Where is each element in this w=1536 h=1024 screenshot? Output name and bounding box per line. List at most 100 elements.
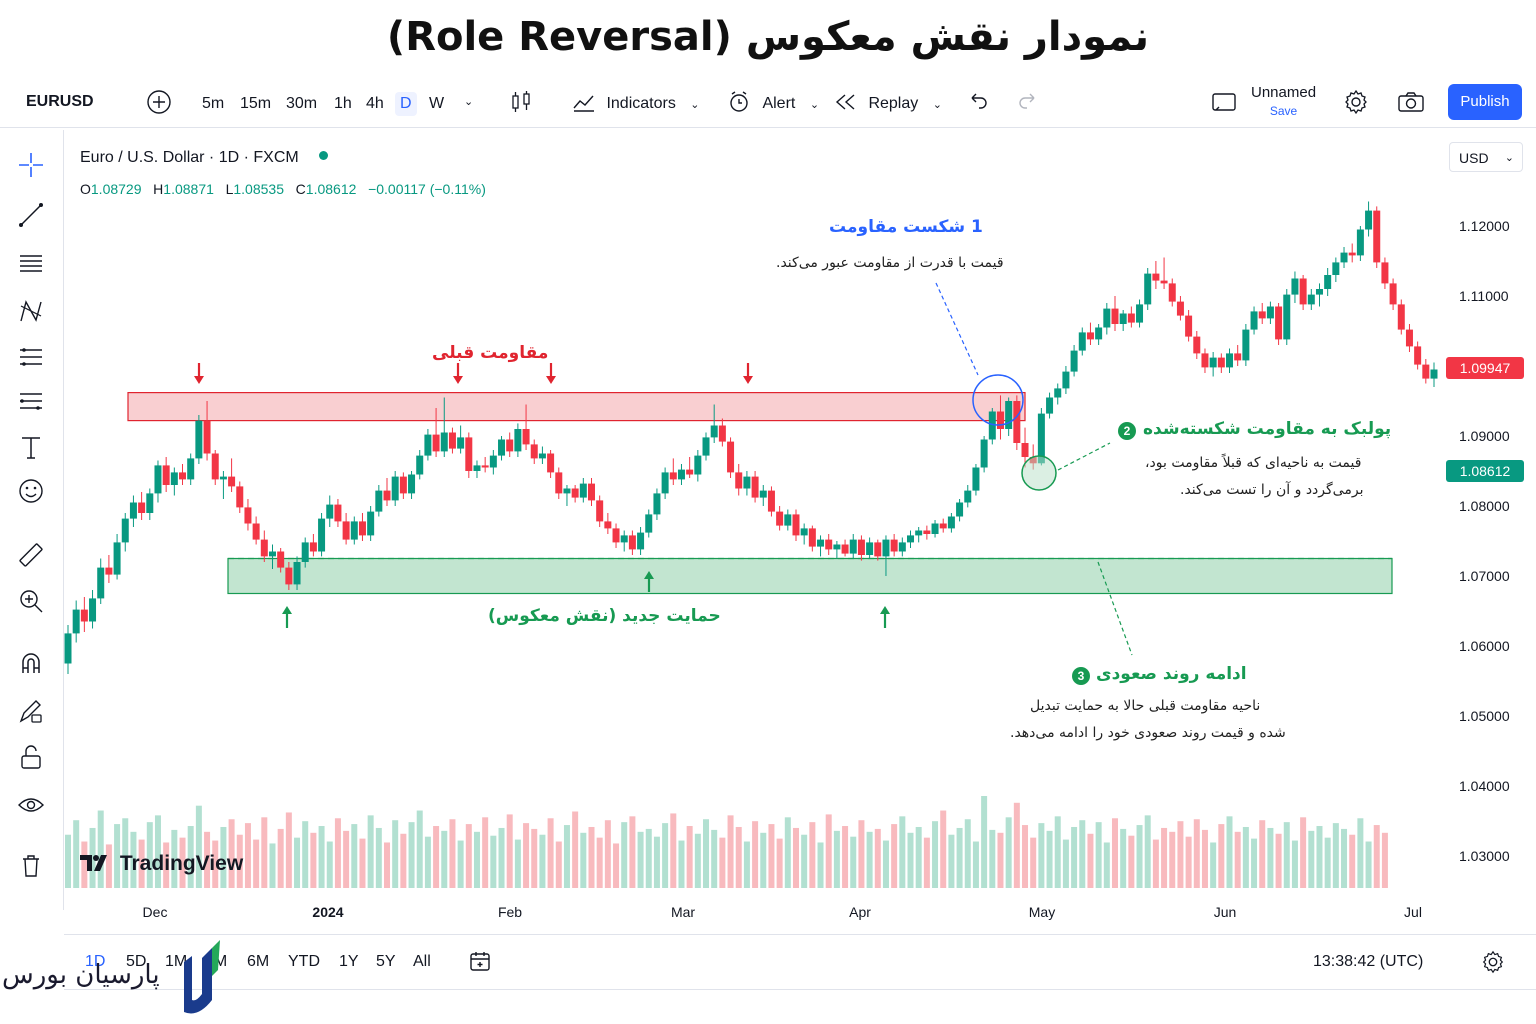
measure-lines-tool[interactable] (16, 386, 46, 416)
magnet-tool[interactable] (16, 648, 46, 678)
crosshair-tool[interactable] (16, 150, 46, 180)
candle-body (522, 429, 530, 445)
volume-bar (473, 831, 480, 888)
add-symbol-button[interactable] (146, 89, 172, 115)
range-1y[interactable]: 1Y (339, 953, 359, 970)
candle-body (391, 476, 399, 501)
pullback-leader-line (1057, 442, 1111, 471)
delete-drawings-tool[interactable] (16, 850, 46, 880)
volume-bar (285, 812, 292, 888)
redo-button[interactable] (1016, 89, 1040, 115)
undo-button[interactable] (966, 89, 990, 115)
trend-line-tool[interactable] (16, 200, 46, 230)
symbol-search[interactable]: EURUSD (26, 93, 94, 110)
candle-body (260, 539, 268, 557)
lock-drawing-tool[interactable] (16, 696, 46, 726)
layout-name-button[interactable]: Unnamed Save (1251, 84, 1316, 118)
candle-body (1356, 229, 1364, 256)
range-5d[interactable]: 5D (126, 953, 147, 970)
timeframe-w[interactable]: W (429, 95, 445, 112)
goto-date-button[interactable] (468, 949, 492, 978)
layout-toggle-button[interactable] (1210, 89, 1238, 115)
candle-body (653, 493, 661, 515)
forecast-tool[interactable] (16, 342, 46, 372)
replay-button[interactable]: Replay ⌄ (834, 89, 942, 115)
range-ytd[interactable]: YTD (288, 953, 320, 970)
high-label: H (153, 181, 164, 197)
candle-body (923, 530, 931, 534)
visibility-tool[interactable] (16, 790, 46, 820)
candle-body (996, 411, 1004, 429)
range-all[interactable]: All (413, 953, 431, 970)
screenshot-button[interactable] (1396, 89, 1426, 115)
volume-bar (195, 805, 202, 888)
candle-body (620, 535, 628, 543)
volume-bar (433, 826, 440, 888)
candle-body (1209, 357, 1217, 368)
volume-bar (809, 822, 816, 888)
candle-body (179, 472, 187, 480)
currency-selector[interactable]: USD ⌄ (1449, 142, 1523, 172)
timeframe-dropdown-chevron-icon[interactable]: ⌄ (464, 96, 474, 108)
candle-body (767, 490, 775, 512)
range-6m[interactable]: 6M (247, 953, 270, 970)
range-1d[interactable]: 1D (85, 953, 106, 970)
indicators-button[interactable]: Indicators ⌄ (572, 89, 700, 115)
text-tool[interactable] (16, 432, 46, 462)
chart-type-button[interactable] (510, 89, 532, 115)
candle-body (334, 504, 342, 522)
utc-clock[interactable]: 13:38:42 (UTC) (1313, 953, 1424, 970)
volume-bar (547, 818, 554, 888)
magnet-icon (22, 653, 40, 673)
last-price-label-green: 1.08612 (1446, 460, 1524, 482)
price-tick: 1.03000 (1459, 848, 1510, 864)
unlock-tool[interactable] (16, 742, 46, 772)
candle-body (947, 516, 955, 529)
emoji-tool[interactable] (16, 476, 46, 506)
range-1m[interactable]: 1M (165, 953, 188, 970)
volume-bar (719, 837, 726, 888)
market-status-dot (318, 151, 328, 160)
volume-bar (825, 814, 832, 888)
candle-body (1062, 371, 1070, 389)
volume-bar (670, 813, 677, 888)
timeframe-30m[interactable]: 30m (286, 95, 318, 112)
volume-bar (326, 841, 333, 888)
candle-body (661, 472, 669, 494)
fib-tool[interactable] (16, 248, 46, 278)
settings-button[interactable] (1342, 89, 1370, 115)
candle-body (203, 420, 211, 454)
previous-resistance-label: مقاومت قبلی (432, 343, 549, 363)
timeframe-1h[interactable]: 1h (334, 95, 352, 112)
ruler-tool[interactable] (16, 540, 46, 570)
timeframe-d[interactable]: D (395, 92, 417, 116)
timeframe-15m[interactable]: 15m (240, 95, 272, 112)
trend-line-icon (19, 203, 43, 227)
publish-button[interactable]: Publish (1448, 84, 1522, 120)
alert-button[interactable]: Alert ⌄ (728, 89, 819, 115)
timeframe-5m[interactable]: 5m (202, 95, 225, 112)
pattern-tool[interactable] (16, 296, 46, 326)
range-5y[interactable]: 5Y (376, 953, 396, 970)
candle-body (72, 609, 80, 634)
candle-body (866, 542, 874, 555)
candle-body (792, 514, 800, 536)
candle-body (211, 453, 219, 480)
volume-bar (768, 824, 775, 888)
price-tick: 1.06000 (1459, 638, 1510, 654)
candle-body (244, 507, 252, 524)
candle-body (514, 429, 522, 452)
breakout-circle (972, 374, 1024, 426)
pencil-lock-icon (19, 700, 42, 723)
volume-bar (842, 826, 849, 888)
candle-body (228, 476, 236, 487)
close-label: C (295, 181, 306, 197)
timeframe-4h[interactable]: 4h (366, 95, 384, 112)
volume-bar (1022, 825, 1029, 888)
volume-bar (523, 823, 530, 888)
close-value: 1.08612 (305, 181, 357, 197)
zoom-tool[interactable] (16, 586, 46, 616)
rewind-icon (835, 94, 855, 110)
chart-settings-button[interactable] (1480, 949, 1506, 980)
